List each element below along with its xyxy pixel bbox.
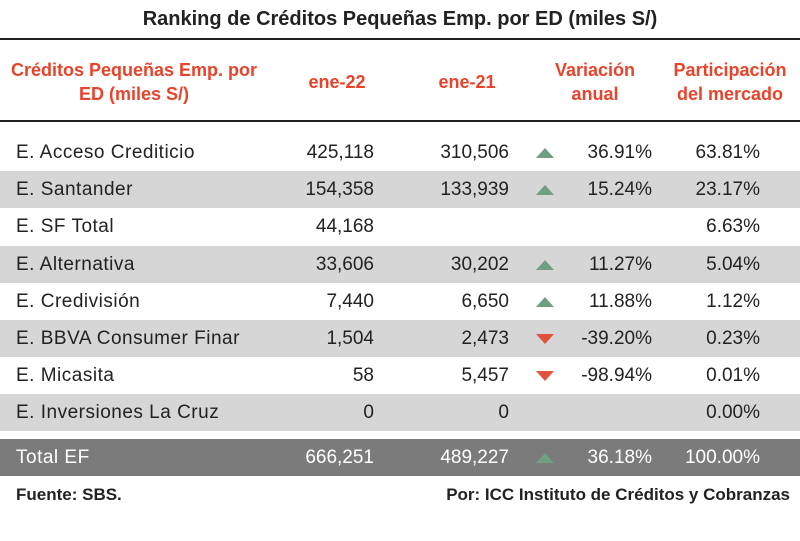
market-share-value: 5.04% [706, 253, 760, 275]
table-row: E. SF Total 44,168 6.63% [0, 208, 800, 245]
table-row: E. Alternativa 33,606 30,202 11.27% 5.04% [0, 245, 800, 283]
value-ene-21: 5,457 [461, 365, 509, 387]
header-ene-22: ene-22 [308, 72, 366, 92]
variation-value: -39.20% [581, 328, 652, 349]
total-row: Total EF 666,251 489,227 36.18% 100.00% [0, 439, 800, 476]
market-share-value: 23.17% [695, 179, 760, 201]
value-ene-22: 154,358 [305, 179, 374, 201]
entity-name: E. Santander [16, 179, 133, 201]
value-ene-22: 33,606 [315, 253, 374, 275]
trend-indicator-empty [530, 394, 560, 431]
entity-name: Total EF [16, 447, 90, 468]
table-row: E. BBVA Consumer Finar 1,504 2,473 -39.20% 0… [0, 320, 800, 357]
value-ene-22: 58 [352, 365, 374, 387]
variation-value: 36.91% [587, 142, 652, 163]
table-row: E. Credivisión 7,440 6,650 11.88% 1.12% [0, 283, 800, 320]
value-ene-21: 6,650 [461, 290, 509, 312]
entity-name: E. Acceso Crediticio [16, 142, 195, 163]
market-share-value: 6.63% [706, 216, 760, 238]
variation-value: 36.18% [587, 447, 652, 468]
market-share-value: 0.01% [706, 365, 760, 387]
market-share-value: 1.12% [706, 290, 760, 312]
value-ene-21: 489,227 [440, 447, 509, 468]
footer-credit: Por: ICC Instituto de Créditos y Cobranz… [446, 485, 790, 504]
variation-value [560, 208, 652, 245]
triangle-up-icon [536, 185, 554, 196]
table-title: Ranking de Créditos Pequeñas Emp. por ED… [142, 8, 658, 30]
trend-indicator-empty [530, 208, 560, 245]
table-row: E. Acceso Crediticio 425,118 310,506 36.91%… [0, 134, 800, 171]
value-ene-21: 2,473 [461, 328, 509, 349]
triangle-up-icon [536, 259, 554, 270]
value-ene-21: 133,939 [440, 179, 509, 201]
header-variacion: Variación anual [554, 60, 636, 104]
variation-value: 11.88% [588, 290, 652, 312]
value-ene-22: 1,504 [326, 328, 374, 349]
trend-indicator [530, 357, 560, 394]
entity-name: E. Alternativa [16, 253, 135, 275]
trend-indicator [530, 171, 560, 208]
entity-name: E. Credivisión [16, 290, 141, 312]
value-ene-21: 30,202 [450, 253, 509, 275]
entity-name: E. Inversiones La Cruz [16, 402, 220, 424]
trend-indicator [530, 320, 560, 357]
trend-indicator [530, 439, 560, 476]
entity-name: E. Micasita [16, 365, 115, 387]
value-ene-22: 0 [363, 402, 374, 424]
entity-name: E. BBVA Consumer Finar [16, 328, 240, 349]
trend-indicator [530, 134, 560, 171]
value-ene-22: 425,118 [306, 142, 374, 163]
value-ene-22: 666,251 [305, 447, 374, 468]
variation-value: -98.94% [581, 365, 652, 387]
triangle-up-icon [536, 147, 554, 158]
market-share-value: 63.81% [695, 142, 760, 163]
header-participacion: Participación del mercado [673, 60, 787, 104]
triangle-down-icon [536, 371, 554, 382]
header-divider [0, 120, 800, 122]
triangle-up-icon [536, 296, 554, 307]
market-share-value: 100.00% [684, 447, 760, 468]
triangle-down-icon [536, 333, 554, 344]
triangle-up-icon [536, 452, 554, 463]
trend-indicator [530, 246, 560, 283]
header-entity: Créditos Pequeñas Emp. por ED (miles S/) [10, 60, 258, 104]
value-ene-22: 7,440 [326, 290, 374, 312]
variation-value: 11.27% [588, 253, 652, 275]
value-ene-21: 0 [498, 402, 509, 424]
footer-source: Fuente: SBS. [16, 485, 122, 504]
title-divider [0, 38, 800, 40]
entity-name: E. SF Total [16, 216, 115, 238]
variation-value: 15.24% [587, 179, 652, 201]
market-share-value: 0.00% [706, 402, 760, 424]
value-ene-21: 310,506 [440, 142, 509, 163]
header-ene-21: ene-21 [438, 72, 496, 92]
table-row: E. Micasita 58 5,457 -98.94% 0.01% [0, 357, 800, 394]
market-share-value: 0.23% [706, 328, 760, 349]
table-row: E. Inversiones La Cruz 0 0 0.00% [0, 394, 800, 432]
value-ene-21 [405, 208, 509, 245]
trend-indicator [530, 283, 560, 320]
value-ene-22: 44,168 [315, 216, 374, 238]
table-row: E. Santander 154,358 133,939 15.24% 23.17% [0, 171, 800, 209]
variation-value [560, 394, 652, 431]
